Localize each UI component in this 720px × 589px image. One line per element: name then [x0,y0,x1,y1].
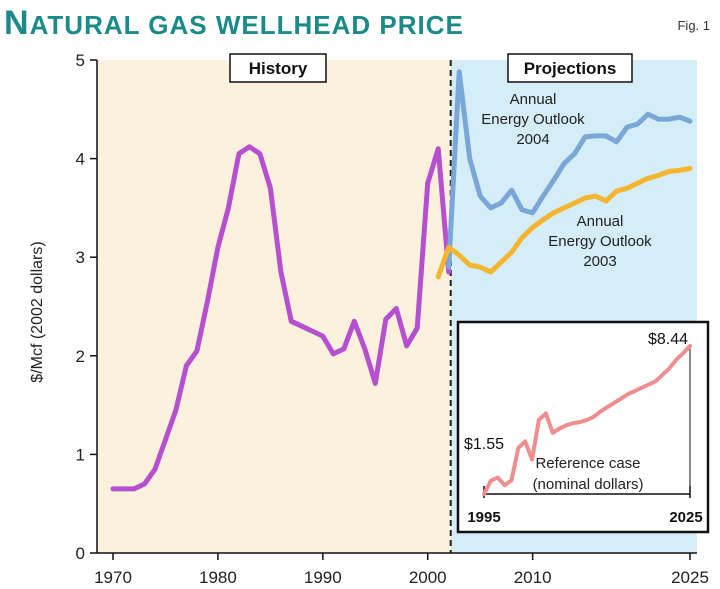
y-tick-label: 1 [76,445,85,464]
aeo-2004-label-line-1: Annual [510,91,557,108]
projections-label-box [507,53,633,83]
inset-title: Reference case [535,455,640,472]
x-tick-label: 2025 [671,568,709,587]
history-label-box [229,53,327,83]
aeo-2004-label-line-3: 2004 [516,131,549,148]
inset-start-value: $1.55 [464,436,504,453]
x-tick-label: 1970 [94,568,132,587]
inset-x-tick-label: 2025 [669,509,702,526]
aeo-2003-label-line-2: Energy Outlook [548,233,652,250]
reference-case-line [482,344,692,496]
y-tick-label: 2 [76,347,85,366]
y-tick-label: 5 [76,51,85,70]
projections-label: Projections [524,59,617,78]
aeo-2003-label-line-3: 2003 [583,253,616,270]
x-tick-label: 1980 [199,568,237,587]
inset-frame [456,320,710,534]
y-tick-label: 3 [76,248,85,267]
aeo-2004-line [446,69,693,270]
inset-end-value: $8.44 [648,331,688,348]
aeo-2004-label-line-2: Energy Outlook [481,111,585,128]
history-label: History [249,59,308,78]
x-tick-label: 2000 [409,568,447,587]
aeo-2003-line [435,166,693,280]
y-tick-label: 0 [76,544,85,563]
inset-x-tick-label: 1995 [467,509,500,526]
figure-title: NATURAL GAS WELLHEAD PRICE [4,4,464,43]
x-tick-label: 1990 [304,568,342,587]
figure-number: Fig. 1 [677,18,710,33]
figure-title-initial: N [4,4,30,42]
aeo-2003-label-line-1: Annual [577,213,624,230]
inset-subtitle: (nominal dollars) [533,476,644,493]
figure-title-rest: ATURAL GAS WELLHEAD PRICE [29,10,464,40]
x-tick-label: 2010 [514,568,552,587]
y-tick-label: 4 [76,150,85,169]
history-line [110,144,452,492]
